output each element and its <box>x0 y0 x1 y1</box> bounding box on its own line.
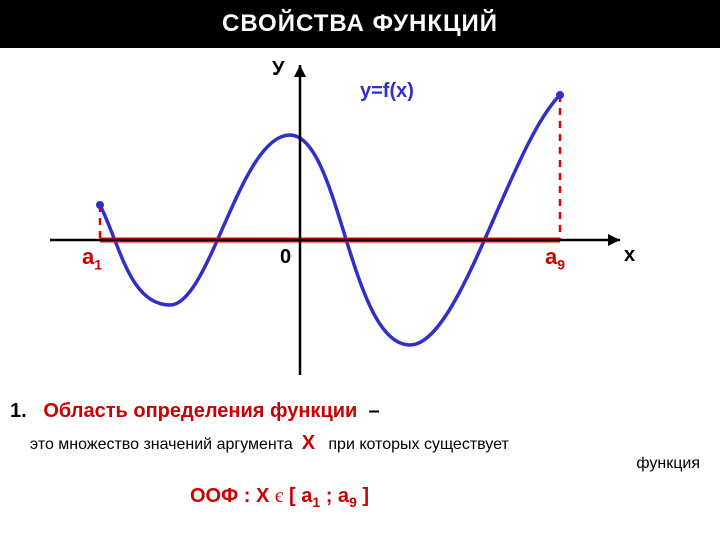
caption-line1: 1. Область определения функции – <box>10 400 380 423</box>
oof-eps: є <box>275 485 284 507</box>
x-axis-arrow <box>608 234 620 246</box>
a1-main: а <box>82 244 94 269</box>
oof-mid: ; а <box>326 485 349 507</box>
oof-open: [ а <box>289 485 312 507</box>
caption-line2b: при которых существует <box>328 436 508 453</box>
function-plot <box>40 55 660 385</box>
caption-bigX: Х <box>302 432 315 454</box>
a9-label: а9 <box>545 244 565 272</box>
caption-line2: это множество значений аргумента Х при к… <box>30 432 509 455</box>
caption-number: 1. <box>10 400 27 422</box>
caption-line3: функция <box>500 455 700 473</box>
oof-expression: ООФ : Х є [ а1 ; а9 ] <box>190 485 369 510</box>
x-axis-label: х <box>624 244 635 267</box>
function-curve <box>100 95 560 345</box>
oof-s9: 9 <box>349 494 357 510</box>
a9-sub: 9 <box>557 256 565 272</box>
caption-line2a: это множество значений аргумента <box>30 436 293 453</box>
endpoint-right <box>556 91 564 99</box>
page-title: СВОЙСТВА ФУНКЦИЙ <box>0 0 720 48</box>
oof-pre: ООФ : Х <box>190 485 275 507</box>
y-axis-label: У <box>272 58 284 81</box>
a9-main: а <box>545 244 557 269</box>
endpoint-left <box>96 201 104 209</box>
oof-close: ] <box>362 485 369 507</box>
y-axis-arrow <box>294 65 306 77</box>
a1-sub: 1 <box>94 256 102 272</box>
a1-label: а1 <box>82 244 102 272</box>
function-name-label: у=f(x) <box>360 80 414 103</box>
caption-title: Область определения функции <box>43 400 357 422</box>
oof-s1: 1 <box>312 494 320 510</box>
origin-label: 0 <box>280 246 291 269</box>
